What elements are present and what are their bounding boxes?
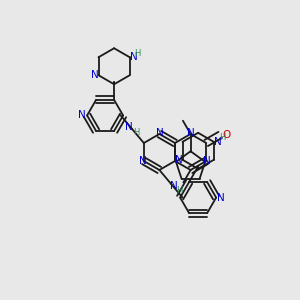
- Text: N: N: [187, 128, 194, 138]
- Text: H: H: [176, 186, 182, 195]
- Text: N: N: [203, 156, 211, 166]
- Text: N: N: [91, 70, 98, 80]
- Text: N: N: [130, 52, 138, 62]
- Text: N: N: [139, 156, 147, 166]
- Text: H: H: [220, 133, 226, 142]
- Text: N: N: [214, 137, 222, 147]
- Text: N: N: [155, 128, 163, 138]
- Text: N: N: [125, 122, 133, 132]
- Text: N: N: [170, 181, 178, 191]
- Text: N: N: [217, 193, 225, 202]
- Text: H: H: [133, 128, 140, 137]
- Text: N: N: [175, 155, 182, 165]
- Text: H: H: [134, 49, 141, 58]
- Text: N: N: [78, 110, 86, 120]
- Text: O: O: [222, 130, 230, 140]
